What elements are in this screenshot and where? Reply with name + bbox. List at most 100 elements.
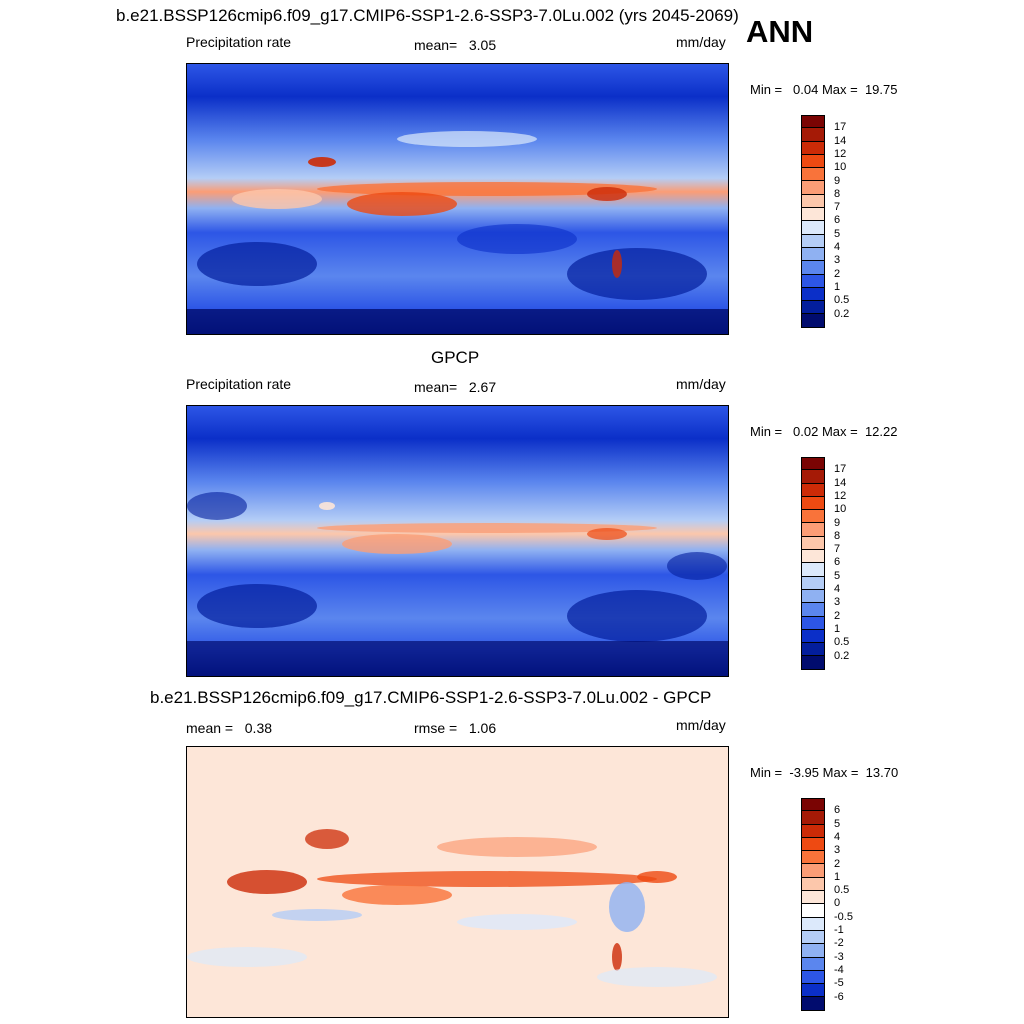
panel2-title: GPCP xyxy=(431,348,480,367)
colorbar-swatch xyxy=(801,904,825,918)
panel3-rmse: rmse = 1.06 xyxy=(414,720,496,736)
colorbar-swatch xyxy=(801,496,825,511)
colorbar-tick-label: 2 xyxy=(834,267,841,280)
colorbar-swatch xyxy=(801,629,825,644)
panel3-units: mm/day xyxy=(676,717,726,733)
colorbar-tick-label: 0.2 xyxy=(834,307,850,320)
colorbar-swatch xyxy=(801,643,825,657)
colorbar-tick-label: 6 xyxy=(834,556,841,569)
colorbar-swatch xyxy=(801,944,825,958)
colorbar-tick-label: 9 xyxy=(834,174,841,187)
colorbar-swatch xyxy=(801,877,825,892)
colorbar-swatch xyxy=(801,917,825,931)
colorbar-swatch xyxy=(801,457,825,471)
panel2-units: mm/day xyxy=(676,376,726,392)
colorbar-tick-label: 4 xyxy=(834,241,841,253)
season-label: ANN xyxy=(746,14,814,49)
panel1-max-value: 19.75 xyxy=(864,82,898,97)
colorbar-swatch xyxy=(801,314,825,328)
colorbar-tick-label: 8 xyxy=(834,529,841,542)
panel2-mean-label: mean= xyxy=(414,379,458,395)
colorbar-tick-label: 0.5 xyxy=(834,294,850,307)
colorbar-swatch xyxy=(801,930,825,945)
colorbar-tick-label: 12 xyxy=(834,147,847,160)
panel2-map xyxy=(186,405,729,677)
colorbar-swatch xyxy=(801,997,825,1011)
colorbar-swatch xyxy=(801,221,825,235)
panel2-minmax: Min = 0.02 Max = 12.22 xyxy=(750,424,897,439)
panel1-min-value: 0.04 xyxy=(793,82,819,97)
colorbar-swatch xyxy=(801,891,825,905)
colorbar-swatch xyxy=(801,261,825,275)
panel3-mean-value: 0.38 xyxy=(244,720,273,736)
panel2-mean-value: 2.67 xyxy=(468,379,497,395)
colorbar-tick-label: 1 xyxy=(834,622,841,635)
panel2-min-value: 0.02 xyxy=(793,424,819,439)
colorbar-tick-label: 9 xyxy=(834,516,841,529)
colorbar-swatch xyxy=(801,168,825,182)
colorbar-swatch xyxy=(801,301,825,315)
colorbar-tick-label: 17 xyxy=(834,121,847,134)
colorbar-swatch xyxy=(801,287,825,302)
colorbar-swatch xyxy=(801,603,825,617)
panel3-map-field xyxy=(187,747,728,1017)
panel1-min-label: Min = xyxy=(750,82,783,97)
panel1-map-field xyxy=(187,64,728,334)
colorbar-swatch xyxy=(801,576,825,590)
colorbar-tick-label: 7 xyxy=(834,543,841,556)
colorbar-swatch xyxy=(801,274,825,288)
colorbar-tick-label: -3 xyxy=(834,950,844,963)
colorbar-swatch xyxy=(801,851,825,865)
colorbar-swatch xyxy=(801,483,825,497)
colorbar-swatch xyxy=(801,984,825,998)
colorbar-swatch xyxy=(801,536,825,551)
colorbar-tick-label: 0.5 xyxy=(834,636,850,649)
colorbar-tick-label: 5 xyxy=(834,817,841,830)
panel1-mean-label: mean= xyxy=(414,37,458,53)
panel1-mean-value: 3.05 xyxy=(468,37,497,53)
colorbar-swatch xyxy=(801,181,825,195)
colorbar-swatch xyxy=(801,798,825,812)
colorbar-tick-label: 3 xyxy=(834,596,841,609)
colorbar-tick-label: 10 xyxy=(834,161,847,174)
panel1-colorbar xyxy=(801,115,825,328)
colorbar-swatch xyxy=(801,811,825,825)
panel3-mean: mean = 0.38 xyxy=(186,720,272,736)
panel3-min-label: Min = xyxy=(750,765,783,780)
colorbar-swatch xyxy=(801,470,825,484)
panel1-map xyxy=(186,63,729,335)
panel2-variable: Precipitation rate xyxy=(186,376,292,392)
colorbar-swatch xyxy=(801,837,825,852)
colorbar-swatch xyxy=(801,115,825,129)
panel3-mean-label: mean = xyxy=(186,720,234,736)
colorbar-tick-label: -1 xyxy=(834,924,844,936)
colorbar-swatch xyxy=(801,128,825,142)
colorbar-tick-label: 0.2 xyxy=(834,649,850,662)
colorbar-tick-label: 0.5 xyxy=(834,884,850,897)
panel3-max-label: Max = xyxy=(822,765,859,780)
panel1-minmax: Min = 0.04 Max = 19.75 xyxy=(750,82,897,97)
colorbar-swatch xyxy=(801,510,825,524)
panel2-colorbar xyxy=(801,457,825,670)
colorbar-swatch xyxy=(801,550,825,564)
colorbar-tick-label: 8 xyxy=(834,187,841,200)
colorbar-swatch xyxy=(801,864,825,878)
colorbar-tick-label: 4 xyxy=(834,583,841,595)
colorbar-swatch xyxy=(801,141,825,155)
panel2-max-value: 12.22 xyxy=(864,424,898,439)
colorbar-tick-label: -6 xyxy=(834,990,844,1003)
colorbar-swatch xyxy=(801,616,825,630)
colorbar-tick-label: 5 xyxy=(834,569,841,582)
colorbar-tick-label: 4 xyxy=(834,830,841,843)
panel2-map-field xyxy=(187,406,728,676)
colorbar-tick-label: -5 xyxy=(834,977,844,990)
panel3-rmse-label: rmse = xyxy=(414,720,458,736)
colorbar-tick-label: 1 xyxy=(834,280,841,293)
colorbar-tick-label: 0 xyxy=(834,897,841,910)
colorbar-tick-label: 3 xyxy=(834,844,841,857)
colorbar-tick-label: 2 xyxy=(834,857,841,870)
colorbar-tick-label: -0.5 xyxy=(834,910,853,923)
panel1-units: mm/day xyxy=(676,34,726,50)
panel3-colorbar xyxy=(801,798,825,1011)
panel3-title: b.e21.BSSP126cmip6.f09_g17.CMIP6-SSP1-2.… xyxy=(150,688,712,707)
